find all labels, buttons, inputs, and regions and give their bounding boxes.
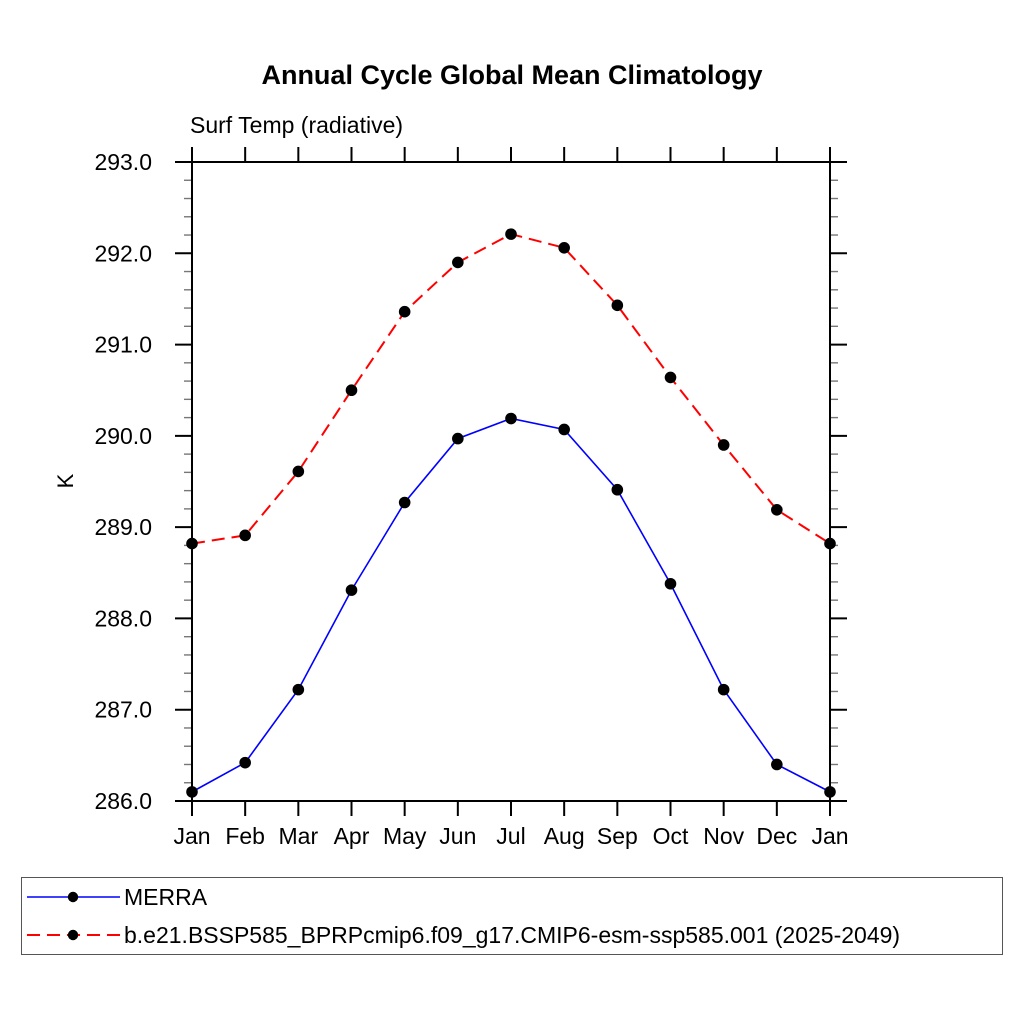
x-tick-label: Feb	[225, 823, 265, 849]
y-tick-label: 288.0	[94, 605, 152, 631]
x-tick-label: Nov	[703, 823, 744, 849]
data-point	[664, 371, 677, 384]
plot-area: 286.0 287.0 288.0 289.0 290.0 291.0 292.0 293.0…	[94, 147, 849, 849]
data-point	[771, 503, 783, 516]
model-line-sample-icon	[27, 929, 120, 941]
chart-title: Annual Cycle Global Mean Climatology	[261, 60, 763, 90]
legend-item-merra: MERRA	[22, 878, 1002, 916]
x-tick-label: Jun	[439, 823, 476, 849]
data-point	[505, 412, 517, 425]
merra-line-sample-icon	[27, 891, 120, 903]
y-tick-label: 286.0	[94, 788, 152, 814]
data-point	[611, 299, 624, 312]
data-point	[398, 305, 411, 318]
data-point	[558, 242, 570, 254]
data-point	[239, 756, 251, 769]
x-tick-label: Aug	[544, 823, 585, 849]
data-point	[558, 423, 570, 436]
data-point	[717, 439, 730, 451]
chart-subtitle: Surf Temp (radiative)	[190, 112, 404, 138]
data-point	[239, 529, 251, 542]
plot-frame	[191, 161, 831, 802]
data-point	[452, 256, 464, 269]
data-point	[345, 384, 358, 397]
y-tick-label: 290.0	[94, 423, 152, 449]
series-line-0	[191, 417, 831, 793]
y-tick-label: 289.0	[94, 514, 152, 540]
series-line-1	[191, 233, 831, 545]
data-point	[505, 228, 517, 240]
legend: MERRA b.e21.BSSP585_BPRPcmip6.f09_g17.CM…	[21, 877, 1003, 955]
x-tick-label: Sep	[597, 823, 638, 849]
y-tick-label: 293.0	[94, 149, 152, 175]
x-tick-label: Jan	[811, 823, 848, 849]
legend-marker-1	[67, 929, 79, 941]
data-point	[824, 537, 836, 550]
data-point	[345, 584, 358, 596]
y-tick-label: 287.0	[94, 697, 152, 723]
x-tick-label: Jul	[496, 823, 525, 849]
y-tick-label: 292.0	[94, 240, 152, 266]
data-point	[398, 496, 411, 509]
legend-label-merra: MERRA	[124, 883, 208, 910]
data-point	[186, 537, 198, 550]
data-point	[771, 758, 783, 771]
x-tick-label: Jan	[173, 823, 210, 849]
y-tick-label: 291.0	[94, 332, 152, 358]
x-tick-label: Dec	[756, 823, 797, 849]
data-point	[292, 465, 305, 478]
legend-marker-0	[67, 891, 79, 903]
data-point	[664, 577, 677, 590]
data-point	[186, 786, 198, 798]
x-tick-label: Oct	[653, 823, 689, 849]
data-point	[717, 683, 730, 696]
data-point	[611, 483, 624, 496]
data-point	[292, 683, 305, 696]
legend-item-model: b.e21.BSSP585_BPRPcmip6.f09_g17.CMIP6-es…	[22, 916, 1002, 954]
x-tick-label: Apr	[334, 823, 370, 849]
data-point	[452, 432, 464, 445]
data-point	[824, 786, 836, 798]
legend-label-model: b.e21.BSSP585_BPRPcmip6.f09_g17.CMIP6-es…	[124, 921, 901, 948]
x-tick-label: May	[383, 823, 427, 849]
x-tick-label: Mar	[279, 823, 319, 849]
